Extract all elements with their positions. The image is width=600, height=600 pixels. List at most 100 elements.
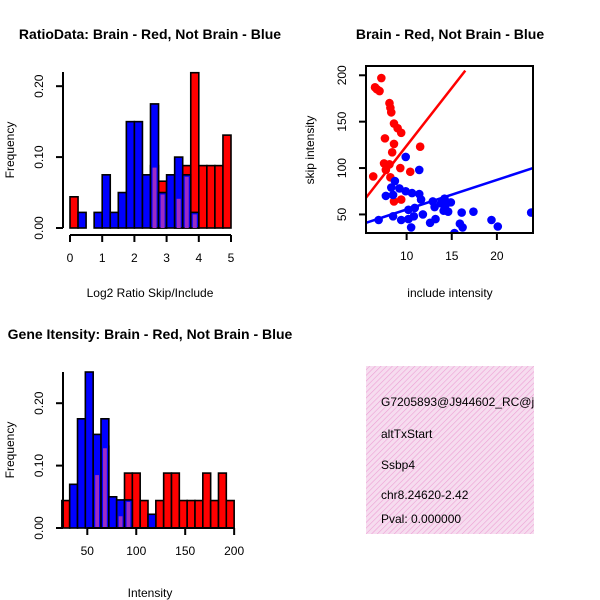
scatter-point-blue-13	[440, 194, 449, 203]
ratio-notbrain-bar-10	[165, 174, 176, 229]
scatter-point-blue-35	[406, 223, 416, 232]
intensity-overlap-bar-1	[95, 475, 100, 528]
ratio-x-tick-label-1: 1	[99, 251, 106, 265]
intensity-y-tick-label-0: 0.00	[32, 516, 46, 540]
scatter-point-red-23	[481, 236, 490, 245]
intensity-y-tick-label-1: 0.10	[32, 454, 46, 478]
ratio-brain-bar-7	[206, 164, 216, 229]
ratio-overlap-bar-2	[160, 194, 165, 228]
scatter-point-blue-26	[404, 214, 413, 224]
ratio-brain-bar-8	[214, 164, 224, 229]
scatter-point-blue-6	[407, 188, 417, 198]
intensity-notbrain-bar-0	[68, 483, 79, 529]
scatter-y-axis-label: skip intensity	[303, 116, 317, 185]
scatter-point-red-13	[415, 142, 425, 152]
ratio-notbrain-bar-6	[133, 120, 144, 229]
ratio-overlap-bar-3	[176, 198, 181, 228]
ratio-chart-title: RatioData: Brain - Red, Not Brain - Blue	[19, 26, 281, 42]
info-pvalue: Pval: 0.000000	[381, 512, 461, 526]
ratio-y-tick-label-0: 0.00	[32, 216, 46, 240]
ratio-histogram-panel: RatioData: Brain - Red, Not Brain - Blue…	[3, 26, 281, 300]
info-location: chr8.24620-2.42	[381, 488, 469, 502]
scatter-point-red-18	[396, 163, 405, 173]
scatter-y-tick-label-150: 150	[335, 111, 349, 131]
intensity-brain-bar-5	[131, 472, 141, 529]
ratio-overlap-bar-4	[184, 176, 189, 228]
scatter-point-blue-32	[458, 223, 467, 232]
ratio-notbrain-bar-1	[93, 211, 104, 229]
scatter-point-blue-0	[401, 152, 411, 162]
ratio-notbrain-bar-3	[109, 211, 120, 229]
scatter-chart-title: Brain - Red, Not Brain - Blue	[356, 26, 544, 42]
ratio-y-tick-label-2: 0.20	[32, 74, 46, 98]
scatter-axes: 10 15 20 50 100 150 200	[335, 65, 504, 263]
ratio-x-axis-label: Log2 Ratio Skip/Include	[87, 286, 214, 300]
intensity-x-tick-label-200: 200	[224, 544, 244, 558]
scatter-point-blue-23	[418, 210, 428, 219]
ratio-brain-bar-0	[69, 196, 79, 229]
scatter-point-red-17	[368, 172, 378, 181]
intensity-chart-title: Gene Itensity: Brain - Red, Not Brain - …	[8, 326, 293, 342]
intensity-brain-bar-12	[194, 499, 204, 529]
scatter-point-blue-8	[388, 190, 398, 200]
intensity-brain-bar-15	[217, 472, 228, 529]
scatter-point-red-11	[389, 139, 399, 149]
ratio-notbrain-bar-5	[125, 120, 136, 229]
intensity-brain-bar-9	[170, 472, 181, 529]
scatter-fit-line-red	[366, 69, 467, 199]
scatter-point-red-12	[387, 147, 397, 157]
scatter-point-blue-29	[374, 215, 383, 225]
ratio-notbrain-bar-7	[141, 174, 152, 229]
intensity-brain-bar-10	[178, 499, 188, 529]
intensity-brain-bar-13	[202, 472, 212, 529]
intensity-notbrain-bar-2	[84, 371, 94, 529]
ratio-brain-bar-5	[189, 71, 200, 229]
scatter-point-blue-10	[416, 195, 426, 204]
ratio-notbrain-bar-2	[101, 174, 112, 229]
intensity-x-tick-label-50: 50	[81, 544, 95, 558]
ratio-overlap-bars	[152, 167, 197, 228]
intensity-brain-bar-6	[139, 499, 149, 529]
scatter-y-tick-label-200: 200	[335, 65, 349, 85]
intensity-x-tick-label-100: 100	[126, 544, 146, 558]
intensity-notbrain-bar-5	[108, 495, 118, 529]
intensity-overlap-bars	[95, 448, 131, 528]
ratio-y-tick-label-1: 0.10	[32, 145, 46, 169]
scatter-point-red-9	[396, 128, 406, 138]
ratio-axes: 0 1 2 3 4 5 0.00 0.10 0.20	[32, 72, 235, 265]
scatter-point-blue-2	[390, 176, 400, 186]
scatter-point-blue-22	[469, 207, 478, 216]
ratio-notbrain-bars	[77, 103, 200, 229]
ratio-overlap-bar-5	[192, 214, 197, 228]
intensity-y-axis-label: Frequency	[3, 422, 17, 479]
info-probe-id: G7205893@J944602_RC@j	[381, 395, 534, 409]
scatter-point-blue-38	[526, 208, 533, 217]
intensity-brain-bar-16	[225, 499, 235, 529]
intensity-axes: 50 100 150 200 0.00 0.10 0.20	[32, 372, 244, 558]
ratio-x-tick-label-2: 2	[131, 251, 138, 265]
info-panel: G7205893@J944602_RC@j altTxStart Ssbp4 c…	[366, 366, 534, 534]
scatter-panel: Brain - Red, Not Brain - Blue 10 15 205010…	[303, 26, 544, 300]
info-gene-name: Ssbp4	[381, 458, 415, 472]
ratio-notbrain-bar-0	[77, 211, 87, 229]
ratio-x-tick-label-0: 0	[67, 251, 74, 265]
scatter-point-blue-9	[381, 191, 391, 201]
intensity-y-tick-label-2: 0.20	[32, 391, 46, 415]
scatter-point-blue-21	[457, 208, 466, 217]
intensity-notbrain-bar-8	[147, 513, 157, 529]
scatter-point-blue-18	[404, 205, 413, 215]
intensity-brain-bar-8	[162, 472, 173, 529]
ratio-x-tick-label-3: 3	[163, 251, 170, 265]
scatter-point-blue-16	[430, 202, 439, 212]
info-event-type: altTxStart	[381, 427, 433, 441]
scatter-point-blue-30	[425, 218, 435, 228]
ratio-y-axis-label: Frequency	[3, 122, 17, 179]
scatter-point-blue-1	[414, 165, 424, 175]
intensity-overlap-bar-2	[103, 448, 107, 528]
scatter-x-tick-label-15: 15	[445, 249, 459, 263]
intensity-brain-bar-11	[186, 499, 196, 529]
intensity-brain-bar-14	[209, 499, 220, 529]
scatter-y-tick-label-50: 50	[335, 207, 349, 221]
scatter-point-red-6	[386, 108, 396, 117]
intensity-x-axis-label: Intensity	[128, 586, 173, 600]
